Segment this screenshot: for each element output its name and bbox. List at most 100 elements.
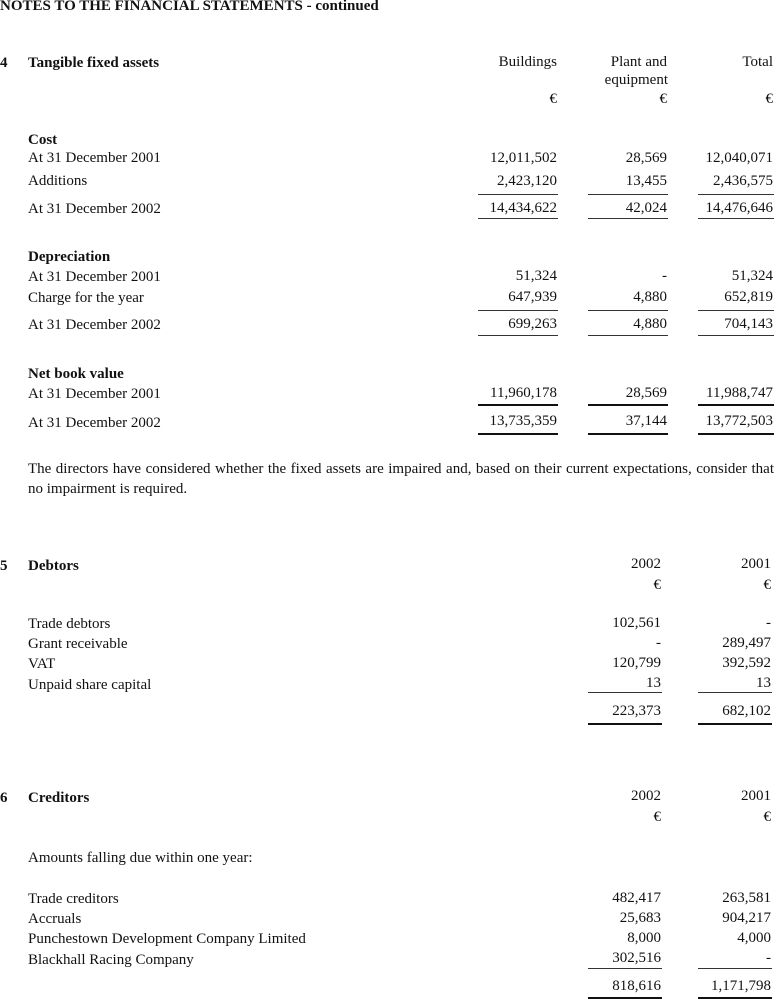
note-title: Creditors — [28, 790, 90, 806]
row-label: Unpaid share capital — [28, 677, 152, 693]
rule — [698, 997, 772, 999]
cell: 12,040,071 — [705, 150, 774, 166]
cell: 13,772,503 — [705, 413, 774, 429]
currency-label: € — [653, 577, 662, 593]
rule — [478, 404, 558, 406]
row-label: Additions — [28, 173, 88, 189]
rule — [698, 218, 774, 219]
row-label: Punchestown Development Company Limited — [28, 931, 306, 947]
rule — [698, 404, 774, 406]
cell: 8,000 — [627, 930, 661, 946]
note-number: 6 — [0, 790, 8, 806]
column-header-plant-line2: equipment — [604, 72, 668, 88]
cell: 263,581 — [722, 890, 771, 906]
column-header-plant-line1: Plant and — [610, 54, 667, 70]
cell: 4,880 — [633, 316, 667, 332]
subheading: Amounts falling due within one year: — [28, 850, 253, 866]
cell: 482,417 — [612, 890, 661, 906]
rule — [588, 404, 668, 406]
cell: 51,324 — [731, 268, 773, 284]
row-label: At 31 December 2001 — [28, 150, 161, 166]
rule — [588, 433, 668, 435]
rule — [478, 218, 558, 219]
page-header: NOTES TO THE FINANCIAL STATEMENTS - cont… — [0, 0, 379, 14]
row-label: Blackhall Racing Company — [28, 952, 194, 968]
cell: 12,011,502 — [490, 150, 557, 166]
cell: 14,476,646 — [705, 200, 774, 216]
rule — [588, 723, 662, 725]
section-heading-cost: Cost — [28, 132, 58, 148]
total-cell: 1,171,798 — [711, 978, 771, 994]
rule — [698, 194, 774, 195]
cell: 102,561 — [612, 615, 661, 631]
cell: 4,000 — [737, 930, 771, 946]
row-label: Accruals — [28, 911, 82, 927]
rule — [588, 968, 662, 969]
cell: - — [656, 635, 661, 651]
note-number: 5 — [0, 558, 8, 574]
note-title: Debtors — [28, 558, 79, 574]
currency-label: € — [653, 809, 662, 825]
cell: 704,143 — [724, 316, 773, 332]
row-label: Trade debtors — [28, 616, 111, 632]
row-label: Trade creditors — [28, 891, 119, 907]
rule — [588, 310, 668, 311]
rule — [698, 723, 772, 725]
cell: 2,423,120 — [497, 173, 557, 189]
cell: 28,569 — [625, 385, 667, 401]
column-header-buildings: Buildings — [498, 54, 557, 70]
cell: 37,144 — [625, 413, 667, 429]
rule — [588, 692, 662, 693]
rule — [588, 335, 668, 336]
cell: 28,569 — [625, 150, 667, 166]
column-header-2001: 2001 — [741, 556, 771, 572]
cell: 14,434,622 — [489, 200, 558, 216]
row-label: At 31 December 2001 — [28, 386, 161, 402]
currency-label: € — [763, 809, 772, 825]
currency-label: € — [765, 91, 774, 107]
rule — [478, 335, 558, 336]
total-cell: 682,102 — [722, 703, 771, 719]
rule — [478, 310, 558, 311]
rule — [698, 335, 774, 336]
row-label: VAT — [28, 656, 56, 672]
rule — [698, 310, 774, 311]
rule — [698, 433, 774, 435]
rule — [588, 218, 668, 219]
cell: - — [662, 268, 667, 284]
section-heading-net-book-value: Net book value — [28, 366, 124, 382]
cell: 13,455 — [625, 173, 667, 189]
cell: 13,735,359 — [489, 413, 558, 429]
row-label: At 31 December 2001 — [28, 269, 161, 285]
cell: 302,516 — [612, 950, 661, 966]
cell: 11,988,747 — [706, 385, 773, 401]
section-heading-depreciation: Depreciation — [28, 249, 111, 265]
cell: 13 — [646, 675, 661, 691]
cell: 289,497 — [722, 635, 771, 651]
cell: - — [766, 950, 771, 966]
cell: 42,024 — [625, 200, 667, 216]
row-label: Grant receivable — [28, 636, 128, 652]
rule — [588, 997, 662, 999]
rule — [698, 968, 772, 969]
column-header-2001: 2001 — [741, 788, 771, 804]
currency-label: € — [659, 91, 668, 107]
currency-label: € — [549, 91, 558, 107]
note-number: 4 — [0, 55, 8, 71]
currency-label: € — [763, 577, 772, 593]
cell: 51,324 — [515, 268, 557, 284]
cell: 392,592 — [722, 655, 771, 671]
row-label: Charge for the year — [28, 290, 144, 306]
cell: 904,217 — [722, 910, 771, 926]
cell: 120,799 — [612, 655, 661, 671]
impairment-note: The directors have considered whether th… — [28, 461, 774, 497]
note-title: Tangible fixed assets — [28, 55, 160, 71]
cell: 4,880 — [633, 289, 667, 305]
row-label: At 31 December 2002 — [28, 201, 161, 217]
rule — [588, 194, 668, 195]
rule — [698, 692, 772, 693]
row-label: At 31 December 2002 — [28, 415, 161, 431]
column-header-total: Total — [742, 54, 773, 70]
cell: 652,819 — [724, 289, 773, 305]
column-header-2002: 2002 — [631, 788, 661, 804]
